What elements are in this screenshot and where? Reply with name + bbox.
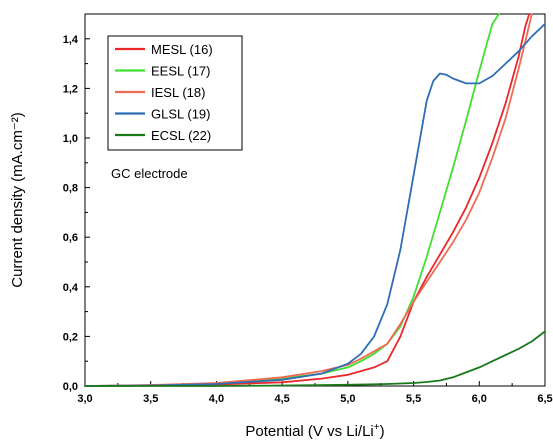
- legend-label: ECSL (22): [151, 128, 211, 143]
- legend-label: MESL (16): [151, 42, 213, 57]
- x-axis-title-main: Potential (V vs Li/Li: [245, 423, 373, 440]
- series-lines: [84, 13, 546, 387]
- y-tick-label: 0,6: [63, 232, 78, 244]
- y-tick-label: 1,4: [63, 34, 79, 46]
- series-line-4: [84, 330, 546, 387]
- series-line-2: [84, 13, 533, 387]
- annotation-label: GC electrode: [111, 166, 188, 181]
- y-tick-label: 0,8: [63, 183, 78, 195]
- y-axis-title: Current density (mA.cm⁻²): [9, 112, 26, 287]
- x-axis-title-sup: +: [374, 422, 380, 433]
- x-tick-label: 4,5: [274, 393, 289, 405]
- y-tick-label: 0,4: [63, 282, 79, 294]
- x-tick-label: 5,0: [340, 393, 355, 405]
- x-axis-title: Potential (V vs Li/Li+): [245, 422, 384, 440]
- y-axis-ticks: 0,0 0,2 0,4 0,6 0,8 1,0 1,2 1,4: [63, 34, 90, 393]
- x-tick-label: 3,5: [143, 393, 158, 405]
- y-tick-label: 1,2: [63, 83, 78, 95]
- x-tick-label: 5,5: [406, 393, 421, 405]
- x-tick-label: 4,0: [209, 393, 224, 405]
- x-axis-title-end: ): [380, 423, 385, 440]
- y-tick-label: 0,2: [63, 331, 78, 343]
- y-tick-label: 1,0: [63, 133, 78, 145]
- x-axis-ticks: 3,0 3,5 4,0 4,5 5,0 5,5 6,0 6,5: [77, 381, 553, 405]
- x-tick-label: 3,0: [77, 393, 92, 405]
- legend: MESL (16) EESL (17) IESL (18) GLSL (19) ECSL…: [107, 35, 243, 151]
- x-tick-label: 6,5: [537, 393, 552, 405]
- y-tick-label: 0,0: [63, 381, 78, 393]
- legend-label: EESL (17): [151, 64, 211, 79]
- x-tick-label: 6,0: [472, 393, 487, 405]
- series-line-3: [84, 22, 546, 387]
- legend-label: GLSL (19): [151, 107, 211, 122]
- legend-label: IESL (18): [151, 85, 205, 100]
